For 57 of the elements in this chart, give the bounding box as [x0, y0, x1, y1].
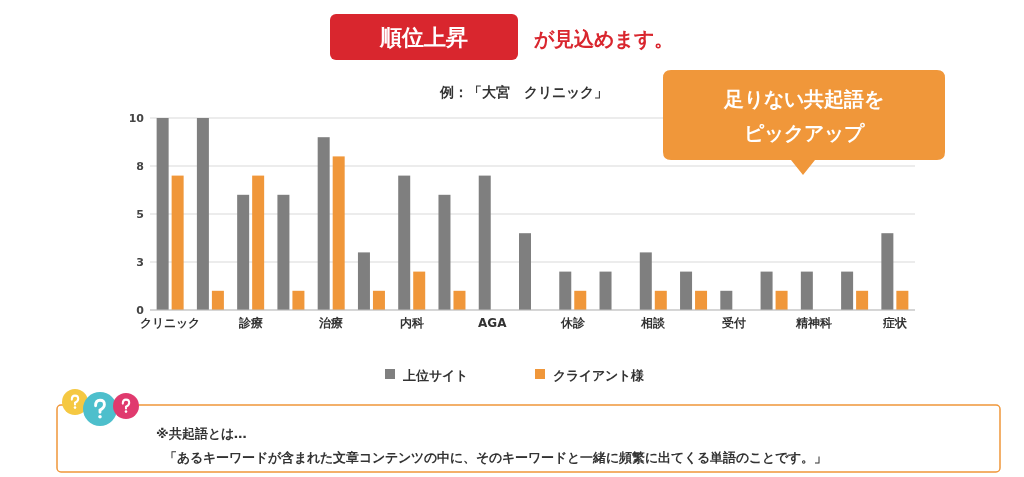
text: ※共起語とは… — [156, 426, 247, 441]
bar — [896, 290, 909, 310]
legend-label: 上位サイト — [402, 367, 468, 383]
bar — [760, 271, 773, 310]
x-tick-label: 休診 — [559, 316, 586, 330]
x-tick-label: 受付 — [720, 316, 746, 330]
y-tick-label: 5 — [136, 207, 144, 221]
x-tick-label: クリニック — [140, 316, 201, 330]
y-tick-label: 10 — [128, 111, 145, 125]
bar — [654, 290, 667, 310]
text: 足りない共起語を — [723, 87, 884, 111]
text: が見込めます。 — [533, 27, 674, 51]
bar — [599, 271, 612, 310]
bar — [357, 252, 370, 310]
x-tick-label: AGA — [478, 316, 508, 330]
bar — [478, 175, 491, 310]
legend-label: クライアント様 — [553, 367, 645, 383]
bar — [252, 175, 265, 310]
x-tick-label: 診療 — [237, 316, 263, 330]
bar — [680, 271, 693, 310]
y-tick-label: 3 — [136, 255, 144, 269]
chart-title: 例：「大宮 クリニック」 — [439, 84, 608, 100]
x-tick-label: 精神科 — [795, 316, 833, 330]
x-tick-label: 治療 — [318, 316, 344, 330]
bar — [695, 290, 708, 310]
annotation: ピックアップ — [744, 121, 865, 145]
x-tick-label: 相談 — [640, 316, 667, 330]
bar — [775, 290, 788, 310]
bar — [856, 290, 869, 310]
y-tick-label: 0 — [136, 303, 145, 317]
bar — [438, 194, 451, 310]
bar — [453, 290, 466, 310]
bar — [639, 252, 652, 310]
bar — [292, 290, 305, 310]
bar — [413, 271, 426, 310]
bar — [519, 233, 531, 310]
text: 順位上昇 — [379, 25, 468, 50]
bar — [171, 175, 184, 310]
bar — [720, 290, 733, 310]
bar — [398, 175, 411, 310]
bar — [277, 194, 290, 310]
bar — [196, 118, 209, 310]
bar — [800, 271, 813, 310]
bar — [841, 271, 854, 310]
bar — [317, 137, 330, 310]
bar — [237, 194, 250, 310]
y-tick-label: 8 — [136, 159, 144, 173]
bar — [559, 271, 572, 310]
bar — [881, 233, 894, 310]
bar — [574, 290, 587, 310]
x-tick-label: 内科 — [399, 316, 424, 330]
x-tick-label: 症状 — [881, 316, 908, 330]
bar — [211, 290, 224, 310]
bar — [372, 290, 385, 310]
text: 「あるキーワードが含まれた文章コンテンツの中に、そのキーワードと一緒に頻繁に出てくる単語のことです。」 — [164, 450, 827, 465]
bar — [332, 156, 345, 310]
bar — [156, 118, 169, 310]
